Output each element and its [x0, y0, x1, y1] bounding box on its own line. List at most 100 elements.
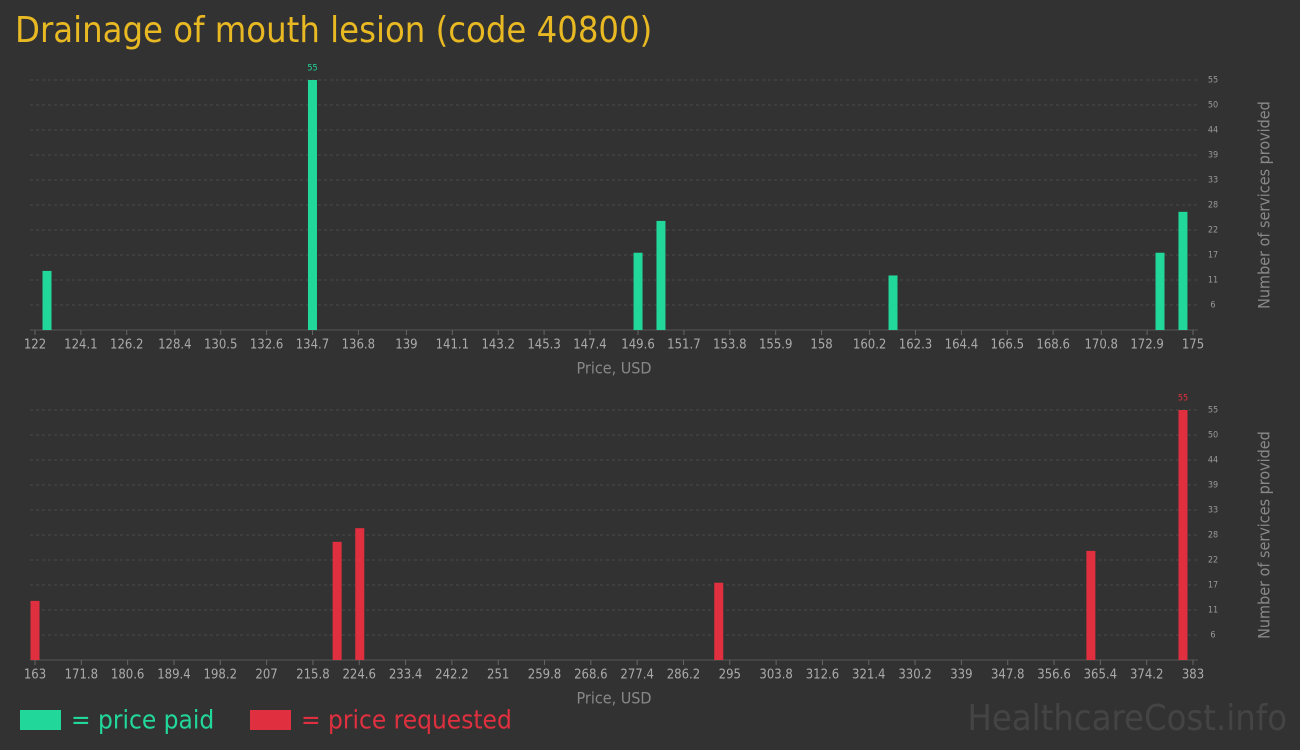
- x-tick-label: 126.2: [110, 338, 143, 353]
- x-tick-label: 130.5: [204, 338, 237, 353]
- x-tick-label: 175: [1182, 338, 1204, 353]
- x-tick-label: 136.8: [342, 338, 375, 353]
- y-tick-label: 39: [1208, 481, 1218, 491]
- y-tick-label: 28: [1208, 201, 1218, 211]
- bar: [30, 600, 40, 660]
- x-tick-label: 189.4: [157, 668, 190, 683]
- x-tick-label: 132.6: [250, 338, 283, 353]
- y-tick-label: 11: [1208, 606, 1218, 616]
- x-tick-label: 277.4: [620, 668, 653, 683]
- x-tick-label: 339: [950, 668, 972, 683]
- y-tick-label: 50: [1208, 101, 1218, 111]
- bar: [307, 80, 317, 330]
- y-tick-label: 6: [1210, 301, 1215, 311]
- y-tick-label: 6: [1210, 631, 1215, 641]
- x-axis-title: Price, USD: [577, 359, 652, 378]
- x-tick-label: 215.8: [296, 668, 329, 683]
- data-label: 55: [1178, 394, 1188, 404]
- x-tick-label: 383: [1182, 668, 1204, 683]
- x-tick-label: 141.1: [436, 338, 469, 353]
- x-tick-label: 160.2: [853, 338, 886, 353]
- legend-label: = price requested: [301, 706, 512, 736]
- legend-swatch: [20, 710, 61, 730]
- bar: [633, 252, 643, 330]
- bar: [656, 220, 666, 330]
- x-tick-label: 147.4: [573, 338, 606, 353]
- bar: [1086, 550, 1096, 660]
- x-tick-label: 128.4: [158, 338, 191, 353]
- x-tick-label: 251: [487, 668, 509, 683]
- chart-title: Drainage of mouth lesion (code 40800): [15, 10, 652, 51]
- y-tick-label: 39: [1208, 151, 1218, 161]
- x-tick-label: 145.3: [527, 338, 560, 353]
- y-tick-label: 22: [1208, 556, 1218, 566]
- x-tick-label: 268.6: [574, 668, 607, 683]
- y-tick-label: 17: [1208, 251, 1218, 261]
- y-tick-label: 44: [1208, 126, 1218, 136]
- x-tick-label: 163: [24, 668, 46, 683]
- y-tick-label: 22: [1208, 226, 1218, 236]
- x-tick-label: 207: [255, 668, 277, 683]
- x-tick-label: 124.1: [64, 338, 97, 353]
- x-tick-label: 198.2: [204, 668, 237, 683]
- y-tick-label: 33: [1208, 176, 1218, 186]
- x-tick-label: 139: [395, 338, 417, 353]
- legend-label: = price paid: [71, 706, 214, 736]
- x-tick-label: 224.6: [342, 668, 375, 683]
- x-tick-label: 166.5: [991, 338, 1024, 353]
- y-axis-title: Number of services provided: [1255, 101, 1274, 309]
- x-tick-label: 365.4: [1084, 668, 1117, 683]
- x-tick-label: 171.8: [65, 668, 98, 683]
- x-tick-label: 259.8: [528, 668, 561, 683]
- watermark: HealthcareCost.info: [968, 698, 1287, 739]
- bar: [714, 582, 724, 660]
- x-tick-label: 155.9: [759, 338, 792, 353]
- x-tick-label: 172.9: [1130, 338, 1163, 353]
- x-tick-label: 134.7: [296, 338, 329, 353]
- bar: [1178, 410, 1188, 660]
- x-tick-label: 162.3: [899, 338, 932, 353]
- x-tick-label: 347.8: [991, 668, 1024, 683]
- y-tick-label: 17: [1208, 581, 1218, 591]
- y-axis-title: Number of services provided: [1255, 431, 1274, 639]
- legend-swatch: [250, 710, 291, 730]
- x-tick-label: 321.4: [852, 668, 885, 683]
- bar: [332, 541, 342, 660]
- y-tick-label: 44: [1208, 456, 1218, 466]
- x-tick-label: 180.6: [111, 668, 144, 683]
- y-tick-label: 28: [1208, 531, 1218, 541]
- bar: [42, 270, 52, 330]
- x-tick-label: 122: [24, 338, 46, 353]
- x-tick-label: 330.2: [898, 668, 931, 683]
- x-tick-label: 170.8: [1084, 338, 1117, 353]
- bar: [355, 528, 365, 660]
- x-axis-title: Price, USD: [577, 689, 652, 708]
- data-label: 55: [307, 64, 317, 74]
- x-tick-label: 153.8: [713, 338, 746, 353]
- y-tick-label: 55: [1208, 406, 1218, 416]
- y-tick-label: 11: [1208, 276, 1218, 286]
- bar: [1178, 211, 1188, 330]
- x-tick-label: 143.2: [481, 338, 514, 353]
- y-tick-label: 55: [1208, 76, 1218, 86]
- x-tick-label: 151.7: [667, 338, 700, 353]
- x-tick-label: 295: [719, 668, 741, 683]
- x-tick-label: 242.2: [435, 668, 468, 683]
- x-tick-label: 356.6: [1037, 668, 1070, 683]
- y-tick-label: 33: [1208, 506, 1218, 516]
- x-tick-label: 233.4: [389, 668, 422, 683]
- x-tick-label: 286.2: [667, 668, 700, 683]
- x-tick-label: 374.2: [1130, 668, 1163, 683]
- bar: [1155, 252, 1165, 330]
- bar: [888, 275, 898, 330]
- x-tick-label: 149.6: [621, 338, 654, 353]
- x-tick-label: 164.4: [945, 338, 978, 353]
- x-tick-label: 158: [810, 338, 832, 353]
- y-tick-label: 50: [1208, 431, 1218, 441]
- x-tick-label: 168.6: [1036, 338, 1069, 353]
- x-tick-label: 312.6: [806, 668, 839, 683]
- x-tick-label: 303.8: [759, 668, 792, 683]
